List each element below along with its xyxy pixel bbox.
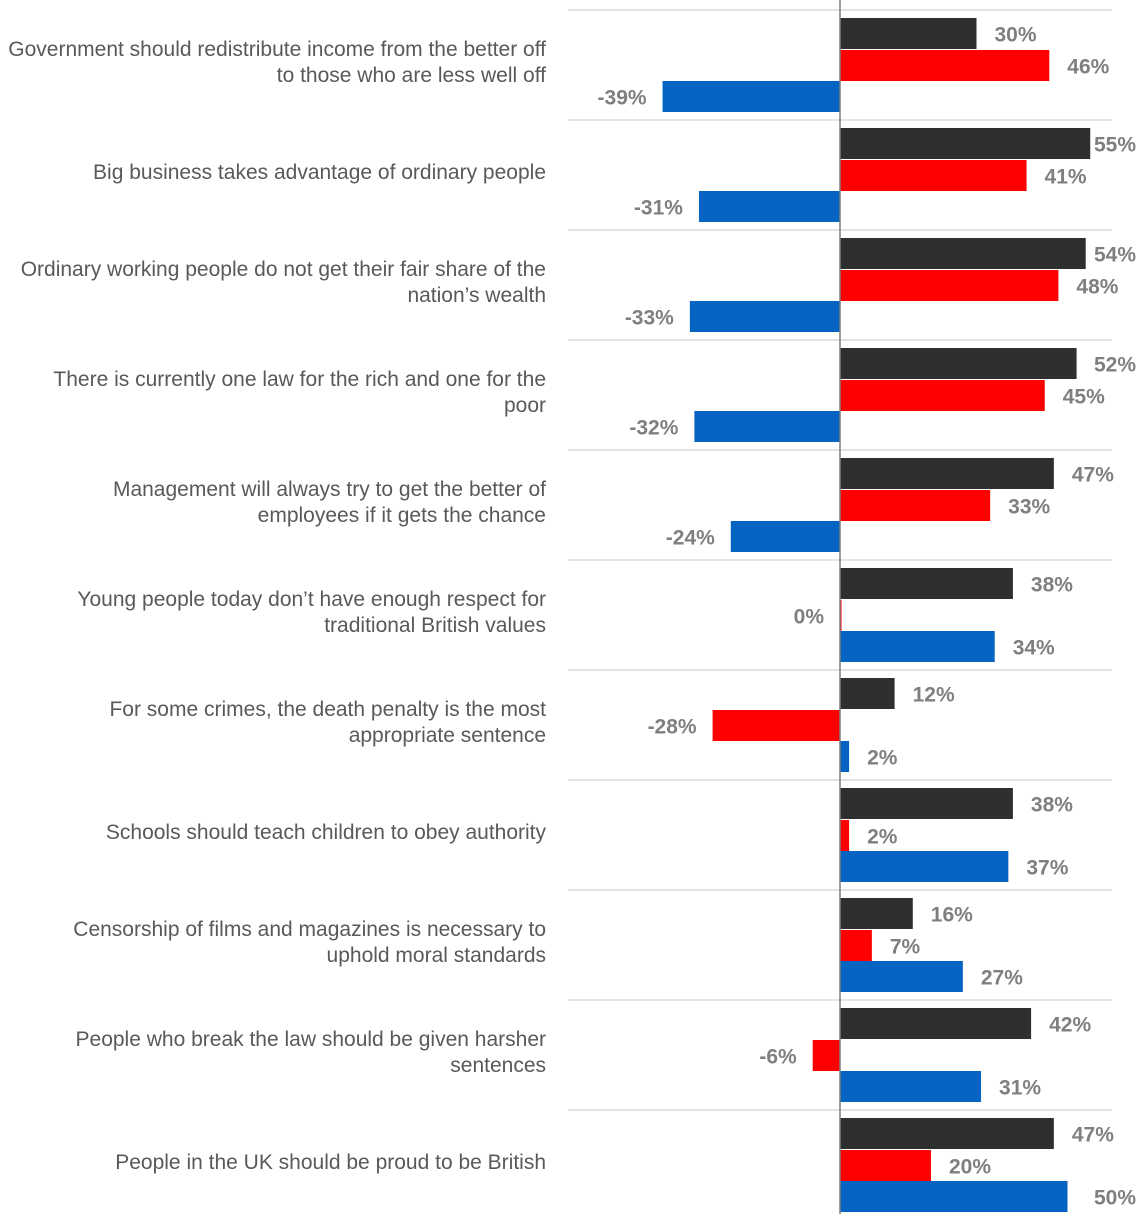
category-label: Young people today don’t have enough res… — [77, 588, 546, 637]
bar — [840, 458, 1054, 489]
bar — [698, 191, 840, 222]
data-label: 42% — [1049, 1014, 1091, 1037]
category-label: There is currently one law for the rich … — [53, 368, 546, 417]
bar — [840, 270, 1059, 301]
bar — [840, 1008, 1032, 1039]
data-label: 12% — [913, 684, 955, 707]
category-label: Management will always try to get the be… — [112, 478, 546, 527]
bar — [840, 18, 977, 49]
bar — [840, 788, 1013, 819]
data-label: 30% — [995, 24, 1037, 47]
data-label: 45% — [1063, 386, 1105, 409]
bar — [840, 741, 850, 772]
data-label: 37% — [1026, 857, 1068, 880]
data-label: 0% — [794, 606, 825, 629]
data-label: 50% — [1094, 1187, 1136, 1210]
data-label: -32% — [629, 417, 678, 440]
data-label: 16% — [931, 904, 973, 927]
category-label: Schools should teach children to obey au… — [105, 821, 546, 844]
category-label: Government should redistribute income fr… — [8, 38, 546, 87]
data-label: 46% — [1067, 56, 1109, 79]
data-label: -28% — [648, 716, 697, 739]
category-label: People who break the law should be given… — [75, 1028, 546, 1077]
data-label: 52% — [1094, 354, 1136, 377]
bar — [840, 1150, 931, 1181]
bar — [840, 930, 872, 961]
bar — [840, 1181, 1068, 1212]
data-label: 47% — [1072, 1124, 1114, 1147]
bar — [812, 1040, 840, 1071]
bar — [840, 50, 1050, 81]
bar — [840, 898, 913, 929]
bar — [840, 160, 1027, 191]
data-label: 31% — [999, 1077, 1041, 1100]
bar — [840, 820, 850, 851]
data-label: -6% — [759, 1046, 797, 1069]
bar — [840, 1118, 1054, 1149]
data-label: 20% — [949, 1156, 991, 1179]
bar — [712, 710, 840, 741]
bar — [840, 631, 995, 662]
bar — [662, 81, 840, 112]
bar — [840, 128, 1091, 159]
data-label: 54% — [1094, 244, 1136, 267]
data-label: -24% — [666, 527, 715, 550]
data-label: 38% — [1031, 794, 1073, 817]
data-label: 7% — [890, 936, 921, 959]
data-label: 47% — [1072, 464, 1114, 487]
bar — [840, 490, 991, 521]
data-label: 34% — [1013, 637, 1055, 660]
category-label: Ordinary working people do not get their… — [20, 258, 546, 307]
bar — [730, 521, 840, 552]
data-label: -33% — [625, 307, 674, 330]
bar — [840, 678, 895, 709]
data-label: 33% — [1008, 496, 1050, 519]
data-label: -31% — [634, 197, 683, 220]
bar — [689, 301, 840, 332]
bar — [840, 1071, 982, 1102]
data-label: 27% — [981, 967, 1023, 990]
category-label: Big business takes advantage of ordinary… — [93, 161, 546, 184]
bar — [840, 568, 1013, 599]
data-label: 38% — [1031, 574, 1073, 597]
data-label: 2% — [867, 826, 898, 849]
category-label: Censorship of films and magazines is nec… — [73, 918, 546, 967]
bar — [840, 851, 1009, 882]
data-label: 48% — [1076, 276, 1118, 299]
category-label: For some crimes, the death penalty is th… — [109, 698, 546, 747]
bar — [840, 238, 1086, 269]
bar — [840, 348, 1077, 379]
bar — [840, 961, 963, 992]
data-label: 55% — [1094, 134, 1136, 157]
bar — [694, 411, 840, 442]
data-label: -39% — [598, 87, 647, 110]
data-label: 41% — [1045, 166, 1087, 189]
category-label: People in the UK should be proud to be B… — [115, 1151, 546, 1174]
bar — [840, 380, 1045, 411]
data-label: 2% — [867, 747, 898, 770]
